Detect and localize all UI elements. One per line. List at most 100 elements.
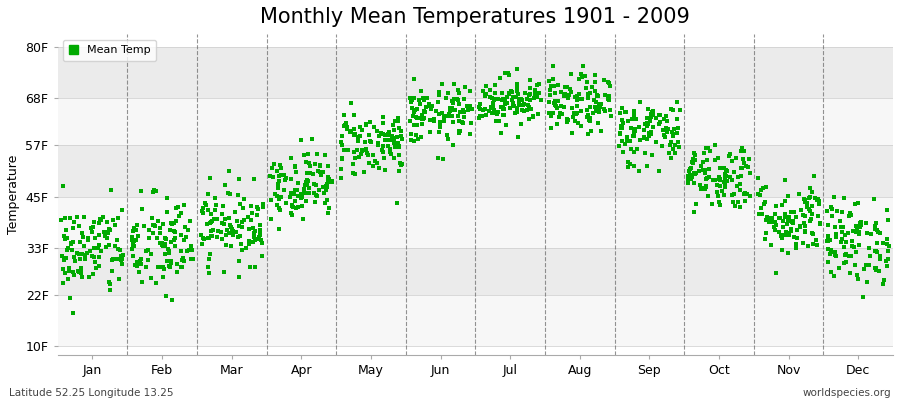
Point	[272, 226, 286, 232]
Point	[623, 161, 637, 167]
Point	[219, 232, 233, 238]
Point	[870, 248, 885, 255]
Point	[571, 103, 585, 110]
Point	[845, 242, 859, 249]
Point	[423, 103, 437, 109]
Point	[284, 202, 299, 209]
Point	[532, 80, 546, 87]
Point	[575, 96, 590, 102]
Point	[778, 214, 792, 221]
Point	[502, 90, 517, 96]
Point	[489, 110, 503, 116]
Point	[751, 191, 765, 198]
Point	[153, 230, 167, 236]
Point	[671, 125, 686, 131]
Point	[601, 96, 616, 102]
Point	[497, 106, 511, 112]
Point	[562, 91, 576, 98]
Point	[103, 226, 117, 233]
Point	[668, 142, 682, 148]
Point	[409, 131, 423, 138]
Point	[591, 105, 606, 111]
Point	[547, 102, 562, 108]
Point	[854, 219, 868, 225]
Point	[506, 93, 520, 100]
Point	[174, 232, 188, 238]
Point	[612, 130, 626, 137]
Point	[602, 79, 616, 86]
Point	[417, 115, 431, 122]
Point	[390, 200, 404, 206]
Point	[170, 268, 184, 275]
Point	[238, 245, 253, 251]
Bar	[58, 197, 893, 248]
Point	[852, 231, 867, 237]
Point	[321, 175, 336, 182]
Point	[425, 102, 439, 109]
Point	[502, 91, 517, 97]
Point	[619, 134, 634, 140]
Point	[472, 115, 487, 122]
Point	[836, 224, 850, 230]
Point	[427, 118, 441, 124]
Point	[56, 266, 70, 272]
Point	[731, 174, 745, 180]
Point	[512, 98, 526, 104]
Point	[146, 189, 160, 195]
Point	[702, 174, 716, 180]
Point	[302, 159, 316, 166]
Point	[727, 169, 742, 176]
Point	[478, 91, 492, 98]
Point	[206, 226, 220, 233]
Point	[484, 104, 499, 110]
Point	[827, 273, 842, 279]
Point	[98, 232, 112, 239]
Point	[113, 257, 128, 264]
Point	[69, 250, 84, 257]
Point	[640, 162, 654, 169]
Point	[163, 220, 177, 227]
Point	[464, 106, 479, 112]
Point	[698, 167, 713, 174]
Point	[627, 163, 642, 169]
Point	[810, 242, 824, 248]
Point	[636, 127, 651, 134]
Point	[473, 106, 488, 112]
Point	[358, 147, 373, 153]
Point	[836, 244, 850, 250]
Point	[202, 255, 216, 262]
Point	[203, 233, 218, 240]
Point	[664, 106, 679, 112]
Point	[284, 210, 298, 216]
Point	[404, 105, 419, 112]
Point	[149, 280, 164, 286]
Point	[881, 217, 896, 223]
Point	[837, 260, 851, 266]
Point	[759, 230, 773, 236]
Point	[803, 194, 817, 200]
Point	[768, 210, 782, 217]
Point	[582, 104, 597, 110]
Point	[320, 183, 334, 190]
Point	[420, 95, 435, 101]
Point	[284, 155, 298, 161]
Point	[671, 144, 686, 150]
Point	[179, 248, 194, 255]
Point	[809, 237, 824, 244]
Point	[235, 224, 249, 230]
Point	[760, 214, 774, 220]
Point	[644, 131, 658, 138]
Point	[359, 122, 374, 128]
Point	[405, 97, 419, 104]
Point	[495, 112, 509, 119]
Point	[711, 199, 725, 205]
Point	[665, 129, 680, 135]
Point	[382, 132, 396, 138]
Point	[588, 88, 602, 94]
Point	[778, 198, 792, 204]
Point	[433, 124, 447, 130]
Point	[158, 251, 172, 257]
Point	[284, 190, 299, 196]
Point	[652, 119, 667, 126]
Point	[767, 218, 781, 225]
